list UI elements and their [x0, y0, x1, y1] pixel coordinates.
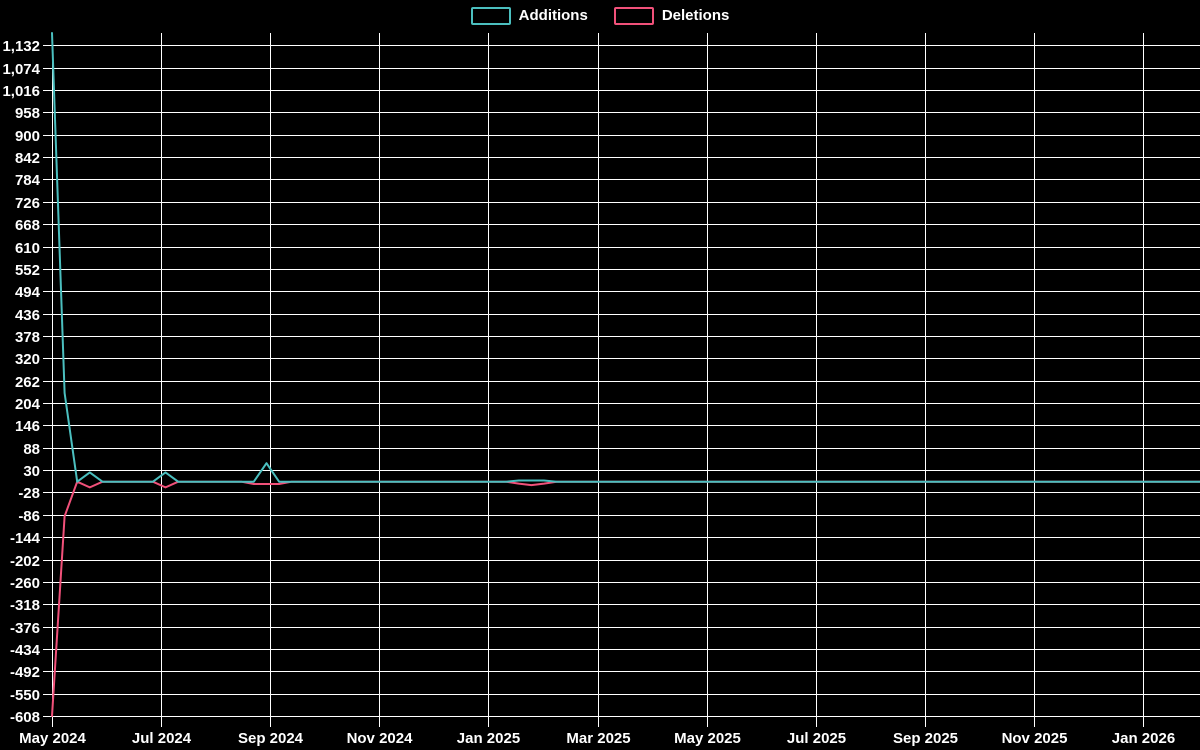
legend-item-additions[interactable]: Additions — [470, 7, 588, 25]
x-tick-label: Jan 2026 — [1112, 730, 1175, 747]
y-tick-label: -86 — [18, 508, 40, 525]
y-tick-label: -608 — [10, 709, 40, 726]
x-tick-label: Jan 2025 — [457, 730, 520, 747]
y-tick-label: -376 — [10, 620, 40, 637]
additions-legend-label: Additions — [518, 7, 588, 24]
y-tick-label: 262 — [15, 374, 40, 391]
y-tick-label: 378 — [15, 329, 40, 346]
y-tick-label: 668 — [15, 217, 40, 234]
y-tick-label: 30 — [23, 463, 40, 480]
deletions-legend-swatch-icon — [613, 7, 654, 25]
y-tick-label: 1,074 — [2, 61, 40, 78]
y-tick-label: 204 — [15, 396, 41, 413]
y-tick-label: -492 — [10, 664, 40, 681]
x-tick-label: Sep 2025 — [893, 730, 958, 747]
y-tick-label: 784 — [15, 172, 41, 189]
y-tick-label: 88 — [23, 441, 40, 458]
gridlines — [43, 33, 1200, 727]
x-tick-label: Sep 2024 — [238, 730, 304, 747]
y-tick-label: -28 — [18, 485, 40, 502]
y-tick-label: 610 — [15, 240, 40, 257]
x-tick-label: Nov 2024 — [347, 730, 414, 747]
legend-item-deletions[interactable]: Deletions — [613, 7, 730, 25]
chart-legend: Additions Deletions — [0, 7, 1200, 25]
axis-labels: -608 -550 -492 -434 -376 -318 -260 -202 -144 -86 -… — [2, 38, 1175, 747]
y-tick-label: 726 — [15, 195, 40, 212]
y-tick-label: -550 — [10, 687, 40, 704]
x-tick-label: Mar 2025 — [566, 730, 630, 747]
deletions-line-series — [51, 480, 1200, 717]
y-tick-label: 958 — [15, 105, 40, 122]
x-tick-label: May 2025 — [674, 730, 741, 747]
additions-line-series — [51, 32, 1200, 483]
x-tick-label: Nov 2025 — [1002, 730, 1068, 747]
y-tick-label: 900 — [15, 128, 40, 145]
x-tick-label: May 2024 — [19, 730, 86, 747]
y-tick-label: 494 — [15, 284, 41, 301]
x-tick-label: Jul 2025 — [787, 730, 846, 747]
x-tick-label: Jul 2024 — [132, 730, 192, 747]
y-tick-label: -434 — [10, 642, 41, 659]
deletions-legend-label: Deletions — [661, 7, 730, 24]
y-tick-label: -260 — [10, 575, 40, 592]
y-tick-label: 1,132 — [2, 38, 40, 55]
y-tick-label: 320 — [15, 351, 40, 368]
additions-legend-swatch-icon — [470, 7, 511, 25]
y-tick-label: -318 — [10, 597, 40, 614]
y-tick-label: -202 — [10, 553, 40, 570]
y-tick-label: 436 — [15, 307, 40, 324]
y-tick-label: 146 — [15, 418, 40, 435]
y-tick-label: -144 — [10, 530, 41, 547]
y-tick-label: 842 — [15, 150, 40, 167]
y-tick-label: 552 — [15, 262, 40, 279]
y-tick-label: 1,016 — [2, 83, 40, 100]
